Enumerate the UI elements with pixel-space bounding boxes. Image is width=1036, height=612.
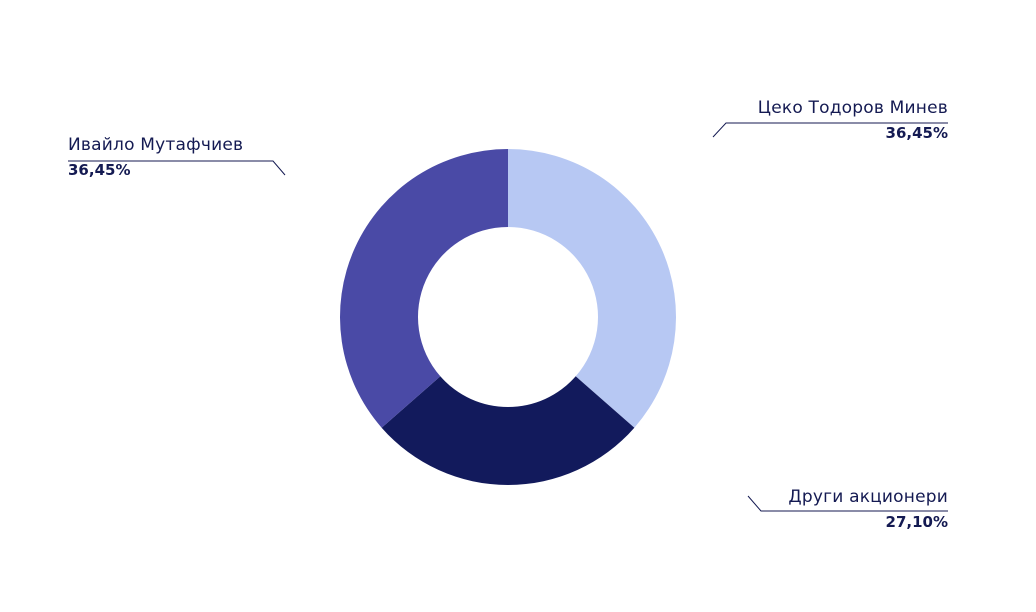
label-mutafchiev: Ивайло Мутафчиев 36,45% — [68, 135, 243, 179]
slice-label-minev: Цеко Тодоров Минев — [757, 98, 948, 118]
slice-label-mutafchiev: Ивайло Мутафчиев — [68, 135, 244, 155]
leader-line-others — [747, 495, 948, 512]
slice-value-minev: 36,45% — [885, 124, 948, 142]
slice-others — [381, 376, 635, 485]
slice-value-others: 27,10% — [885, 513, 948, 531]
leader-line-mutafchiev — [68, 160, 286, 176]
slice-value-mutafchiev: 36,45% — [68, 161, 131, 179]
leader-line-minev — [712, 122, 948, 138]
donut-slices — [339, 149, 677, 485]
slice-mutafchiev — [339, 149, 508, 428]
slice-label-others: Други акционери — [788, 487, 948, 507]
label-others: Други акционери 27,10% — [788, 487, 948, 531]
slice-minev — [508, 149, 677, 428]
label-minev: Цеко Тодоров Минев 36,45% — [758, 98, 948, 142]
